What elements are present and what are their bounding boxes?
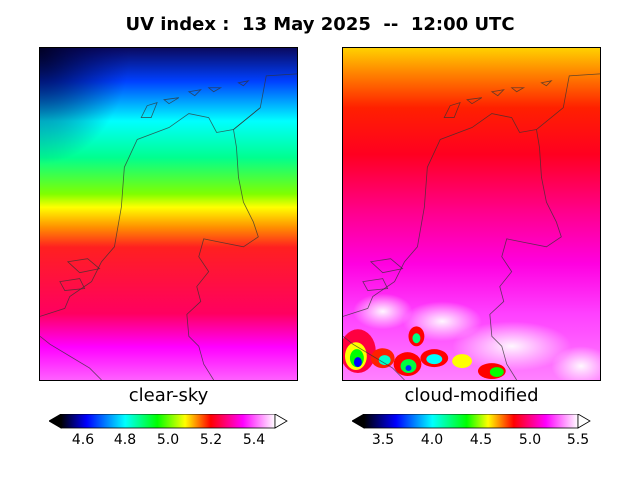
clear-sky-tick: 4.6 xyxy=(71,432,95,448)
cloud-modified-label: cloud-modified xyxy=(404,385,539,406)
clear-sky-tick: 5.2 xyxy=(199,432,223,448)
cloud-modified-field xyxy=(343,48,600,380)
clear-sky-tick: 5.4 xyxy=(242,432,266,448)
figure-title: UV index : 13 May 2025 -- 12:00 UTC xyxy=(125,14,515,35)
clear-sky-map xyxy=(39,47,298,381)
clear-sky-field xyxy=(40,48,297,380)
coastline-borders xyxy=(343,73,600,380)
cloud-modified-tick: 5.5 xyxy=(566,432,590,448)
cloud-modified-map xyxy=(342,47,601,381)
cloud-modified-tick: 4.0 xyxy=(420,432,444,448)
cloud-modified-tick: 4.5 xyxy=(469,432,493,448)
clear-sky-label: clear-sky xyxy=(128,385,209,406)
cloud-modified-tick: 3.5 xyxy=(371,432,395,448)
cloud-patches xyxy=(343,293,600,380)
clear-sky-colorbar xyxy=(49,414,288,429)
clear-sky-tick: 5.0 xyxy=(156,432,180,448)
coastline-borders xyxy=(40,73,297,380)
cloud-modified-colorbar xyxy=(352,414,591,429)
clear-sky-tick: 4.8 xyxy=(113,432,137,448)
cloud-modified-tick: 5.0 xyxy=(518,432,542,448)
